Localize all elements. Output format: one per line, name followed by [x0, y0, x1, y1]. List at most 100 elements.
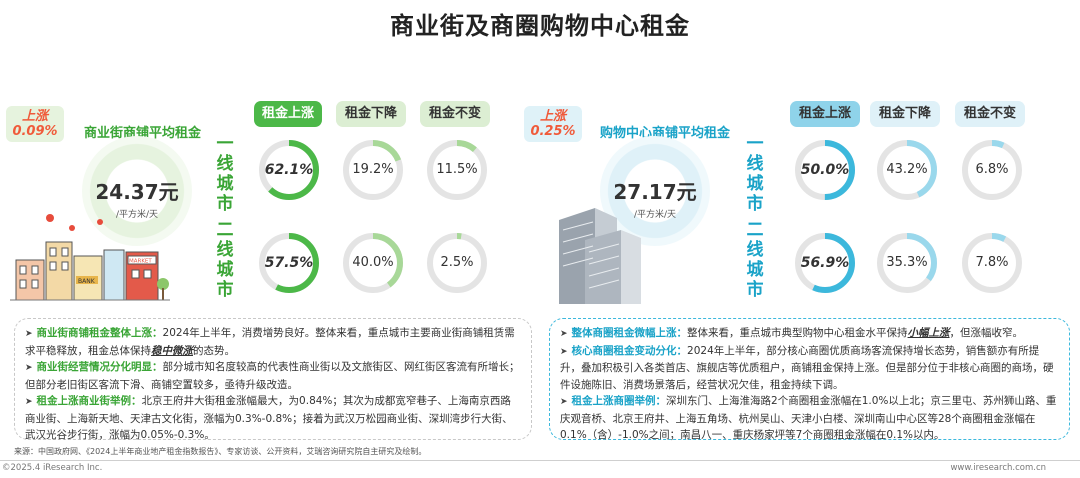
- bullet-item: ➤ 租金上涨商圈举例：深圳东门、上海淮海路2个商圈租金涨幅在1.0%以上北；京三里…: [560, 393, 1059, 444]
- donut-ring-graphic: [795, 140, 855, 200]
- donut-ring-graphic: [343, 140, 403, 200]
- bullet-lead: 整体商圈租金微幅上涨：: [571, 327, 688, 339]
- tier1-label-text: 一线城市: [746, 134, 764, 214]
- donut-fill: [259, 140, 319, 200]
- copyright-text: ©2025.4 iResearch Inc.: [2, 463, 103, 473]
- bank-sign-text: BANK: [78, 278, 96, 285]
- bullet-text: 深圳东门、上海淮海路2个商圈租金涨幅在1.0%以上北；京三里屯、苏州狮山路、重庆…: [560, 395, 1057, 441]
- street-price-unit: /平方米/天: [115, 210, 159, 220]
- donut-ring: 7.8%: [959, 230, 1025, 296]
- header-rent-down-left: 租金下降: [336, 101, 406, 127]
- tier2-label-text: 二线城市: [216, 220, 234, 300]
- donut-fill: [427, 233, 487, 293]
- street-price-value: 24.37元: [95, 180, 179, 204]
- donut-ring: 2.5%: [424, 230, 490, 296]
- donut-fill: [795, 140, 855, 200]
- source-note: 来源：中国政府网、《2024上半年商业地产租金指数报告》、专家访谈、公开资料，艾…: [14, 447, 427, 456]
- street-summary-box: ➤ 商业街商铺租金整体上涨：2024年上半年，消费增势良好。整体来看，重点城市主要…: [14, 318, 532, 441]
- arrow-right-icon: ➤: [560, 329, 568, 339]
- donut-value-label: 56.9%: [800, 255, 850, 271]
- donut-value-label: 7.8%: [975, 255, 1009, 270]
- donut-fill: [962, 140, 1022, 200]
- donut-ring: 40.0%: [340, 230, 406, 296]
- tier1-label-text: 一线城市: [216, 134, 234, 214]
- donut-value-label: 40.0%: [352, 255, 394, 270]
- donut-ring-graphic: [877, 140, 937, 200]
- bullet-item: ➤ 商业街经营情况分化明显：部分城市知名度较高的代表性商业街以及文旅街区、网红街区…: [25, 359, 521, 393]
- street-price-circle: 24.37元 /平方米/天: [82, 136, 192, 246]
- badge-line1: 上涨: [21, 109, 48, 124]
- mall-avg-rent-label: 购物中心商铺平均租金: [600, 126, 731, 141]
- header-rent-flat-right: 租金不变: [955, 101, 1025, 127]
- mall-price-unit: /平方米/天: [633, 210, 677, 220]
- arrow-right-icon: ➤: [560, 346, 568, 357]
- bullet-text: 2024年上半年，部分核心商圈优质商场客流保持增长态势，销售额亦有所提升，叠加积…: [560, 344, 1054, 391]
- donut-ring-graphic: [877, 233, 937, 293]
- donut-ring-graphic: [795, 233, 855, 293]
- header-rent-flat-left: 租金不变: [420, 101, 490, 127]
- donut-ring-graphic: [427, 233, 487, 293]
- donut-fill: [427, 140, 487, 200]
- donut-fill: [877, 233, 937, 293]
- tier1-city-label-right: 一线城市: [742, 134, 768, 214]
- mall-price-value: 27.17元: [613, 180, 697, 204]
- bullet-item: ➤ 整体商圈租金微幅上涨：整体来看，重点城市典型购物中心租金水平保持小幅上涨，但涨…: [560, 325, 1059, 343]
- donut-value-label: 43.2%: [886, 162, 928, 177]
- donut-ring: 11.5%: [424, 137, 490, 203]
- page-title: 商业街及商圈购物中心租金: [390, 12, 690, 40]
- bullet-item: ➤ 核心商圈租金变动分化：2024年上半年，部分核心商圈优质商场客流保持增长态势，…: [560, 343, 1059, 394]
- bullet-lead: 租金上涨商圈举例：: [571, 395, 667, 407]
- donut-ring-graphic: [259, 233, 319, 293]
- tier2-label-text: 二线城市: [746, 220, 764, 300]
- mall-towers-illustration: [559, 208, 641, 304]
- bullet-text: 北京王府井大街租金涨幅最大，为0.84%；其次为成都宽窄巷子、上海南京西路商业街…: [25, 395, 513, 441]
- mall-price-circle: 27.17元 /平方米/天: [600, 136, 710, 246]
- bullet-emphasis: 稳中微涨: [151, 344, 193, 357]
- bullet-lead: 商业街商铺租金整体上涨：: [36, 327, 163, 339]
- tier1-city-label-left: 一线城市: [212, 134, 238, 214]
- donut-ring: 19.2%: [340, 137, 406, 203]
- donut-fill: [962, 233, 1022, 293]
- donut-ring: 56.9%: [792, 230, 858, 296]
- arrow-right-icon: ➤: [560, 397, 568, 407]
- bullet-text: 2024年上半年，消费增势良好。整体来看，重点城市主要商业街商铺租赁需求平稳释放…: [25, 327, 515, 357]
- donut-ring: 50.0%: [792, 137, 858, 203]
- donut-value-label: 62.1%: [264, 162, 314, 178]
- tier2-city-label-left: 二线城市: [212, 220, 238, 300]
- bullet-text-tail: 的态势。: [193, 344, 235, 357]
- rent-change-badge-right: 上涨 0.25%: [524, 106, 582, 142]
- donut-value-label: 11.5%: [436, 162, 478, 177]
- header-rent-up-left: 租金上涨: [254, 101, 322, 127]
- bullet-text: 部分城市知名度较高的代表性商业街以及文旅街区、网红街区客流有所增长；但部分老旧街…: [25, 361, 520, 391]
- arrow-right-icon: ➤: [25, 329, 33, 339]
- donut-value-label: 35.3%: [886, 255, 928, 270]
- donut-ring-graphic: [962, 140, 1022, 200]
- header-rent-down-right: 租金下降: [870, 101, 940, 127]
- donut-ring: 57.5%: [256, 230, 322, 296]
- header-rent-up-right: 租金上涨: [790, 101, 860, 127]
- donut-ring-graphic: [962, 233, 1022, 293]
- rent-change-badge-left: 上涨 0.09%: [6, 106, 64, 142]
- donut-value-label: 2.5%: [440, 255, 474, 270]
- bullet-lead: 商业街经营情况分化明显：: [36, 361, 163, 373]
- donut-ring: 35.3%: [874, 230, 940, 296]
- donut-value-label: 57.5%: [264, 255, 314, 271]
- arrow-right-icon: ➤: [25, 397, 33, 407]
- website-link[interactable]: www.iresearch.com.cn: [950, 463, 1046, 473]
- street-avg-rent-label: 商业街商铺平均租金: [84, 126, 202, 141]
- market-sign-text: MARKET: [129, 259, 152, 265]
- donut-value-label: 6.8%: [975, 162, 1009, 177]
- donut-ring-graphic: [259, 140, 319, 200]
- donut-value-label: 50.0%: [800, 162, 850, 178]
- donut-ring-graphic: [343, 233, 403, 293]
- donut-fill: [343, 140, 403, 200]
- bullet-text-tail: ，但涨幅收窄。: [949, 327, 1024, 339]
- arrow-right-icon: ➤: [25, 363, 33, 373]
- footer-divider: [0, 460, 1080, 461]
- bullet-item: ➤ 商业街商铺租金整体上涨：2024年上半年，消费增势良好。整体来看，重点城市主要…: [25, 325, 521, 359]
- bullet-text: 整体来看，重点城市典型购物中心租金水平保持: [687, 327, 908, 339]
- bullet-emphasis: 小幅上涨: [907, 327, 950, 339]
- bullet-item: ➤ 租金上涨商业街举例：北京王府井大街租金涨幅最大，为0.84%；其次为成都宽窄巷…: [25, 393, 521, 444]
- donut-fill: [877, 140, 937, 200]
- badge-line2: 0.09%: [12, 124, 58, 139]
